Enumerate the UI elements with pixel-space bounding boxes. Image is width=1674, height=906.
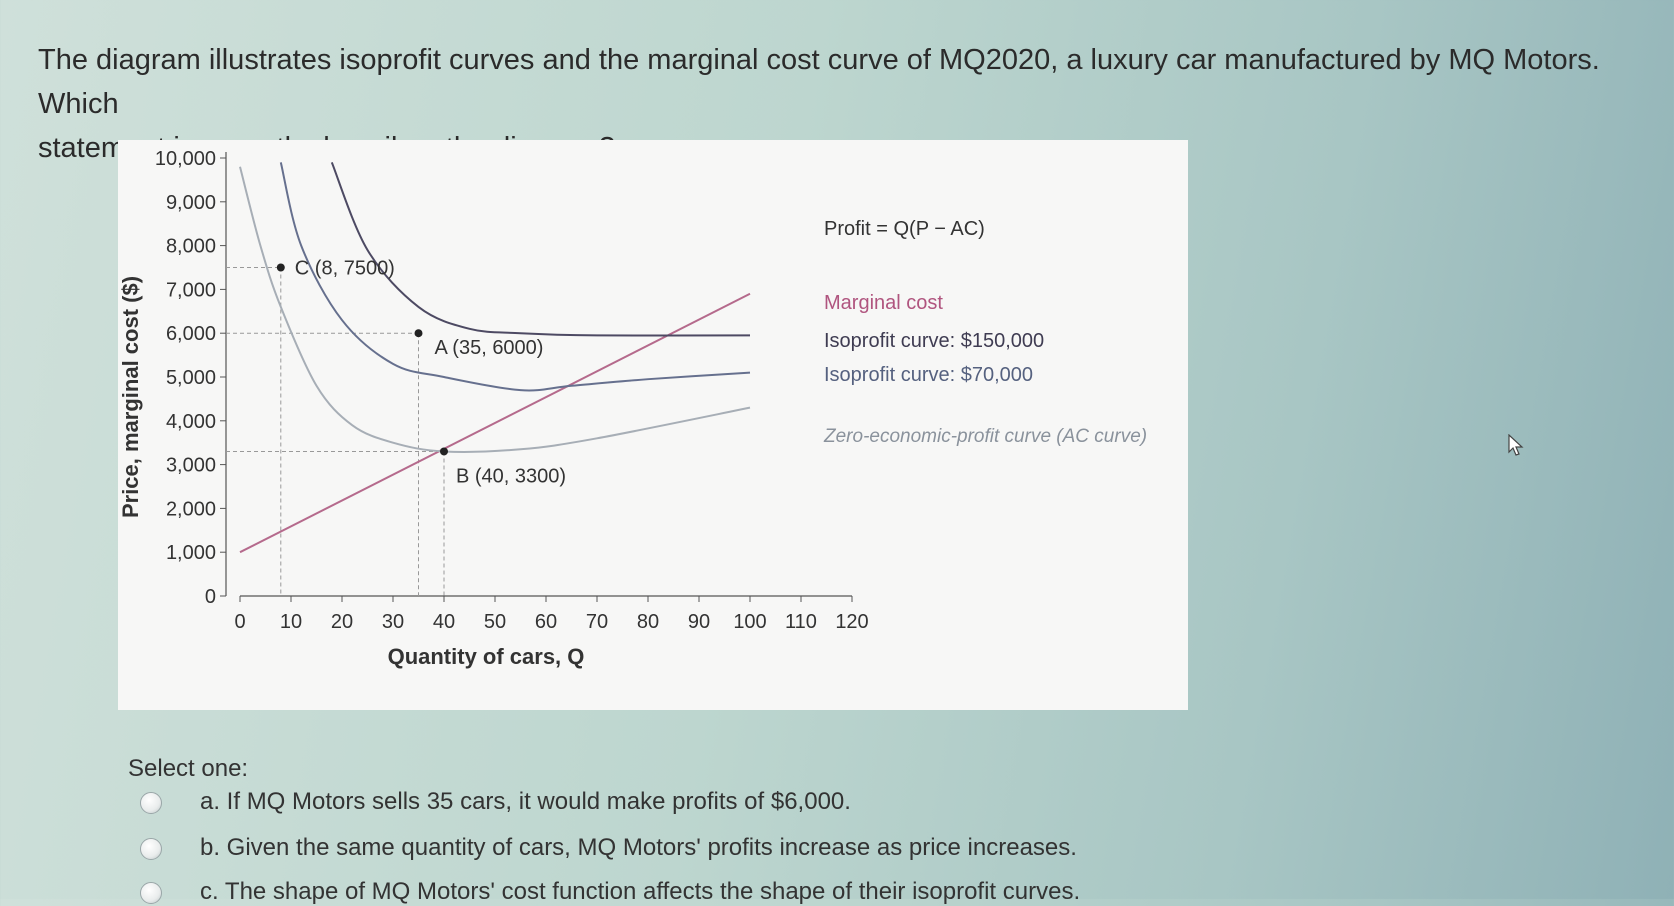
option-a-text: a. If MQ Motors sells 35 cars, it would …: [200, 788, 851, 815]
mouse-pointer-icon: [1508, 433, 1524, 463]
option-b[interactable]: b. Given the same quantity of cars, MQ M…: [140, 834, 1077, 862]
x-tick-label: 10: [280, 611, 302, 633]
y-tick-label: 4,000: [166, 411, 216, 433]
y-tick-label: 5,000: [166, 367, 216, 389]
y-tick-label: 8,000: [166, 236, 216, 258]
legend-ac-curve: Zero-economic-profit curve (AC curve): [824, 426, 1148, 447]
x-tick-label: 110: [785, 611, 817, 633]
option-b-text: b. Given the same quantity of cars, MQ M…: [200, 834, 1077, 861]
data-point-label: A (35, 6000): [435, 337, 544, 359]
isoprofit-chart: 0 1,000 2,000 3,000 4,000 5,000 6,000 7,000 8,00…: [118, 148, 869, 669]
data-point-label: B (40, 3300): [456, 465, 566, 487]
x-tick-label: 30: [382, 611, 404, 633]
data-point-marker: [440, 447, 448, 456]
y-tick-label: 9,000: [166, 192, 216, 214]
y-tick-label: 2,000: [166, 498, 216, 520]
y-tick-label: 10,000: [155, 148, 216, 170]
legend-marginal-cost: Marginal cost: [824, 292, 943, 314]
y-tick-label: 6,000: [166, 323, 216, 345]
x-tick-label: 60: [535, 611, 557, 633]
option-a[interactable]: a. If MQ Motors sells 35 cars, it would …: [140, 788, 851, 816]
x-tick-label: 100: [733, 611, 766, 633]
x-axis-label: Quantity of cars, Q: [388, 644, 585, 669]
isoprofit-70000-curve: [279, 162, 751, 392]
isoprofit-150000-curve: [330, 162, 751, 337]
radio-button-a[interactable]: [140, 791, 162, 814]
x-tick-label: 0: [234, 611, 245, 633]
select-one-label: Select one:: [128, 755, 249, 782]
y-axis-label: Price, marginal cost ($): [118, 276, 143, 518]
x-tick-label: 80: [637, 611, 659, 633]
data-point-marker: [276, 263, 285, 272]
y-tick-label: 1,000: [166, 542, 216, 564]
x-tick-label: 70: [586, 611, 608, 633]
x-tick-label: 20: [331, 611, 353, 633]
radio-button-c[interactable]: [140, 881, 162, 904]
x-tick-label: 120: [835, 611, 868, 633]
option-c[interactable]: c. The shape of MQ Motors' cost function…: [140, 878, 1080, 906]
question-line-1: The diagram illustrates isoprofit curves…: [38, 44, 1600, 120]
data-point-marker: [414, 329, 423, 338]
legend-isoprofit-70000: Isoprofit curve: $70,000: [824, 364, 1034, 386]
legend-title: Profit = Q(P − AC): [824, 218, 985, 240]
y-tick-label: 7,000: [166, 279, 216, 301]
chart-figure: 0 1,000 2,000 3,000 4,000 5,000 6,000 7,000 8,00…: [118, 140, 1188, 710]
x-tick-label: 90: [688, 611, 710, 633]
legend-isoprofit-150000: Isoprofit curve: $150,000: [824, 330, 1045, 352]
y-tick-label: 3,000: [166, 455, 216, 477]
radio-button-b[interactable]: [140, 837, 162, 860]
data-point-label: C (8, 7500): [295, 258, 395, 280]
x-tick-label: 40: [433, 611, 455, 633]
option-c-text: c. The shape of MQ Motors' cost function…: [200, 878, 1081, 905]
y-tick-label: 0: [205, 586, 216, 608]
x-tick-label: 50: [484, 611, 506, 633]
ac-curve: [239, 166, 751, 453]
marginal-cost-line: [239, 292, 751, 554]
